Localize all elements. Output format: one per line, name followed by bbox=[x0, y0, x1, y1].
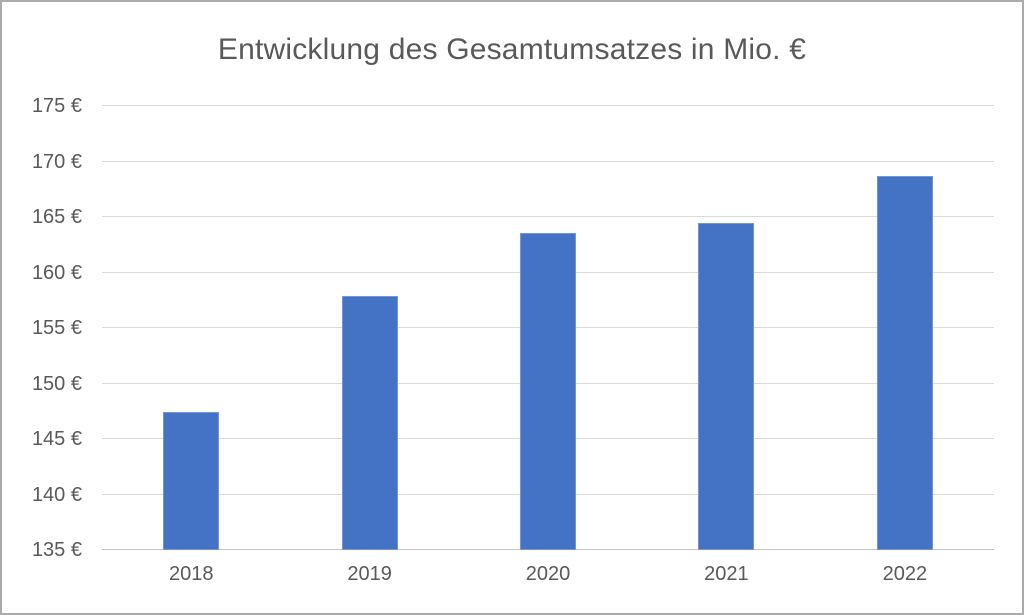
y-axis-labels: 175 € 170 € 165 € 160 € 155 € 150 € 145 € 140 €… bbox=[2, 96, 82, 560]
y-tick-label: 150 € bbox=[31, 372, 82, 395]
bars-row bbox=[102, 106, 994, 550]
bar-2018 bbox=[163, 412, 220, 550]
y-tick-label: 140 € bbox=[31, 483, 82, 506]
bar-2022 bbox=[876, 175, 933, 550]
gridline bbox=[102, 160, 994, 162]
x-tick-label: 2022 bbox=[882, 563, 928, 585]
y-tick-label: 170 € bbox=[31, 150, 82, 173]
x-tick-label: 2021 bbox=[704, 563, 749, 585]
y-tick-label: 175 € bbox=[31, 95, 82, 117]
bar-cell-2020 bbox=[459, 106, 637, 550]
y-tick-label: 165 € bbox=[31, 206, 82, 228]
x-axis-labels: 2018 2019 2020 2021 2022 bbox=[102, 562, 994, 586]
y-tick-label: 160 € bbox=[31, 261, 82, 284]
bar-cell-2019 bbox=[280, 106, 458, 550]
x-tick-label: 2020 bbox=[525, 563, 571, 585]
y-tick-label: 155 € bbox=[31, 317, 82, 339]
bar-2021 bbox=[698, 222, 755, 550]
bar-cell-2018 bbox=[102, 106, 280, 550]
bar-cell-2021 bbox=[637, 106, 815, 550]
y-tick-label: 135 € bbox=[31, 539, 82, 561]
plot-area bbox=[102, 105, 994, 550]
x-tick-label: 2019 bbox=[347, 563, 392, 585]
chart-title: Entwicklung des Gesamtumsatzes in Mio. € bbox=[217, 33, 807, 66]
y-tick-label: 145 € bbox=[31, 428, 82, 450]
bar-2019 bbox=[341, 295, 398, 550]
bar-2020 bbox=[520, 232, 577, 550]
gridline bbox=[102, 105, 994, 106]
gridline bbox=[102, 216, 994, 217]
x-tick-label: 2018 bbox=[168, 563, 214, 585]
bar-cell-2022 bbox=[816, 106, 994, 550]
